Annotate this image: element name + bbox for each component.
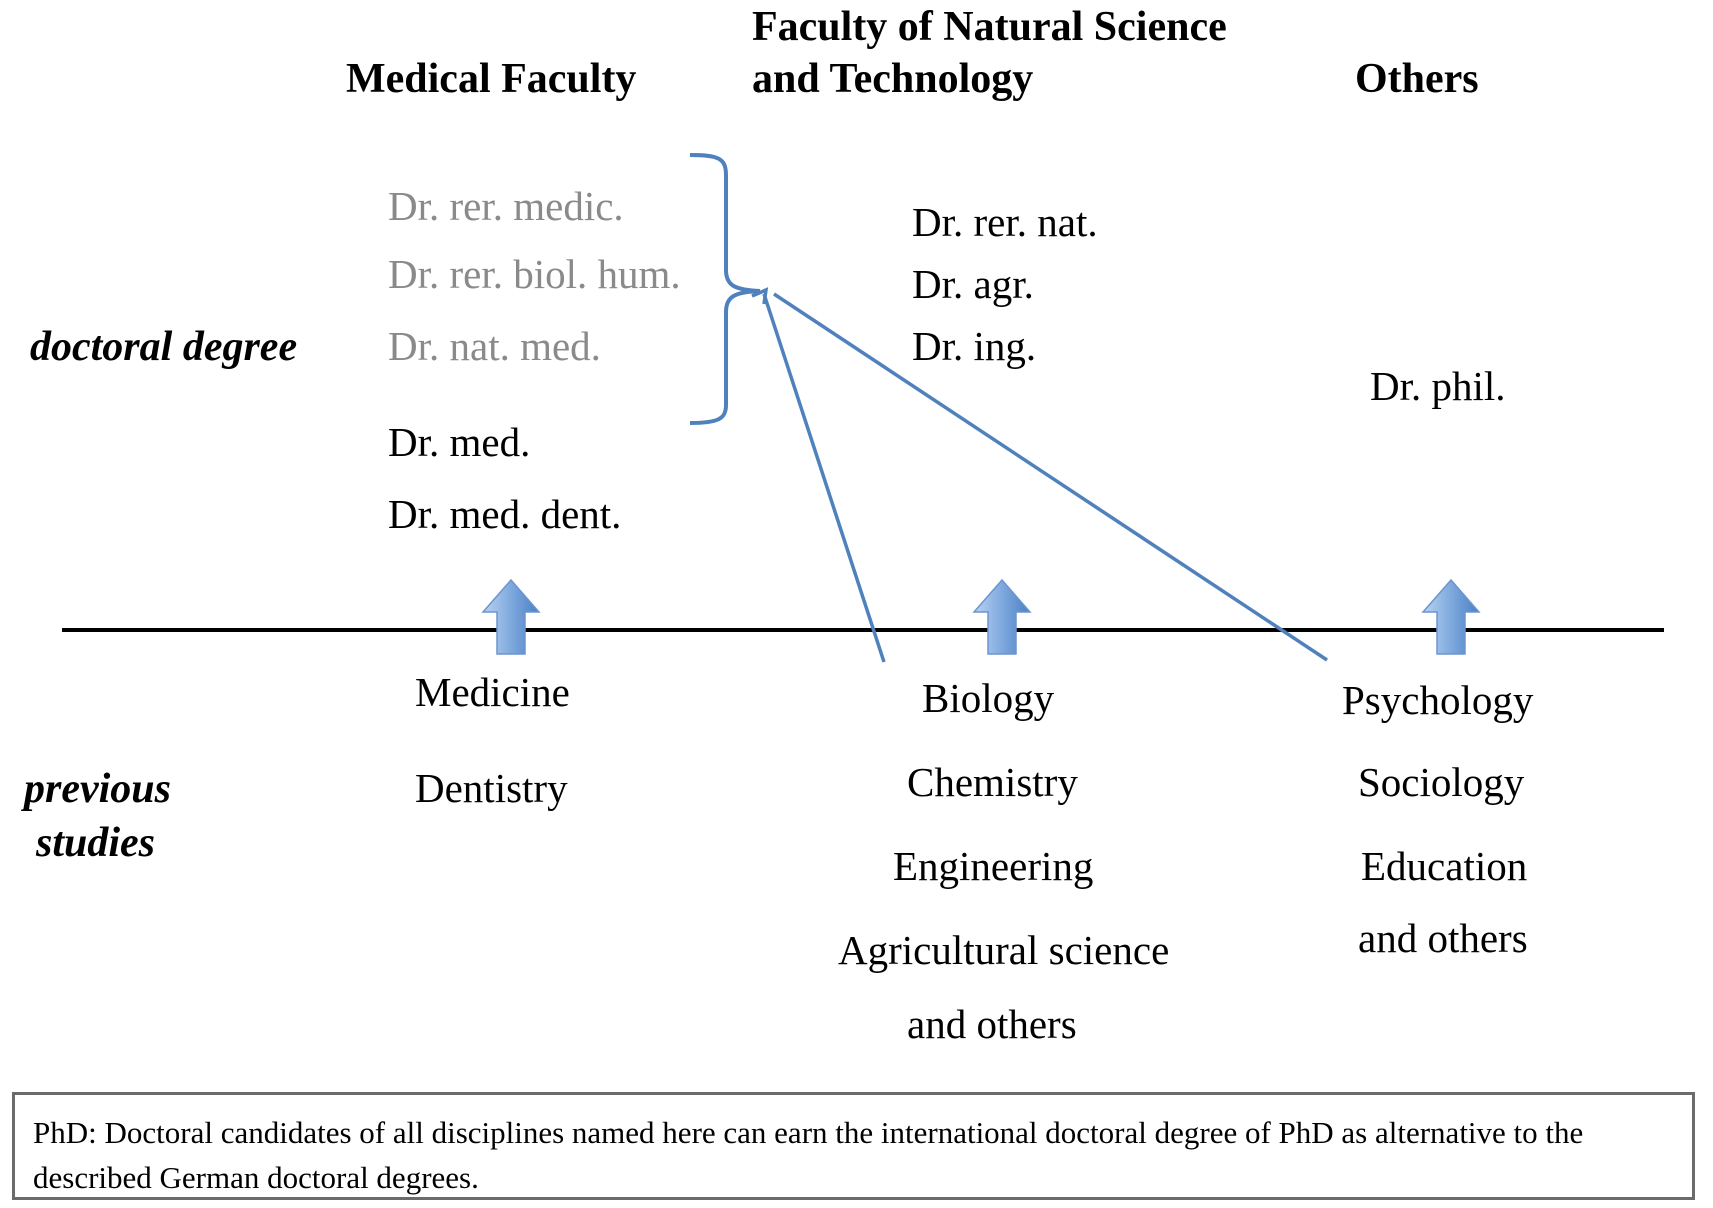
degree-dr-ing: Dr. ing. [912, 323, 1037, 369]
study-education: Education [1361, 843, 1528, 889]
study-natural-others: and others [907, 1001, 1077, 1047]
study-others-others: and others [1358, 915, 1528, 961]
study-psychology: Psychology [1342, 677, 1534, 723]
heading-natural-science-line1: Faculty of Natural Science [752, 4, 1227, 50]
heading-natural-science-line2: and Technology [752, 56, 1034, 102]
degree-dr-nat-med: Dr. nat. med. [388, 323, 601, 369]
label-previous: previous [24, 766, 171, 812]
connector-psychology [773, 292, 1328, 662]
footnote-box: PhD: Doctoral candidates of all discipli… [12, 1092, 1695, 1200]
label-studies: studies [36, 820, 156, 866]
heading-medical-faculty: Medical Faculty [346, 56, 637, 102]
study-engineering: Engineering [893, 843, 1094, 889]
connector-arrowhead-icon [751, 287, 769, 305]
study-chemistry: Chemistry [907, 759, 1078, 805]
block-arrow-medical-icon [481, 578, 541, 655]
footnote-text: PhD: Doctoral candidates of all discipli… [33, 1115, 1584, 1195]
degree-dr-rer-nat: Dr. rer. nat. [912, 199, 1098, 245]
degree-dr-rer-medic: Dr. rer. medic. [388, 183, 624, 229]
degree-dr-phil: Dr. phil. [1370, 363, 1506, 409]
connector-biology [762, 293, 886, 663]
block-arrow-natural-icon [972, 578, 1032, 655]
study-agricultural-science: Agricultural science [838, 927, 1170, 973]
degree-dr-med-dent: Dr. med. dent. [388, 491, 622, 537]
block-arrow-others-icon [1421, 578, 1481, 655]
study-dentistry: Dentistry [415, 765, 568, 811]
heading-others: Others [1355, 56, 1479, 102]
degree-dr-agr: Dr. agr. [912, 261, 1034, 307]
study-medicine: Medicine [415, 669, 570, 715]
study-sociology: Sociology [1358, 759, 1525, 805]
bracket-icon [689, 153, 761, 425]
study-biology: Biology [922, 675, 1055, 721]
degree-dr-med: Dr. med. [388, 419, 531, 465]
label-doctoral-degree: doctoral degree [30, 324, 298, 370]
degree-dr-rer-biol-hum: Dr. rer. biol. hum. [388, 251, 681, 297]
